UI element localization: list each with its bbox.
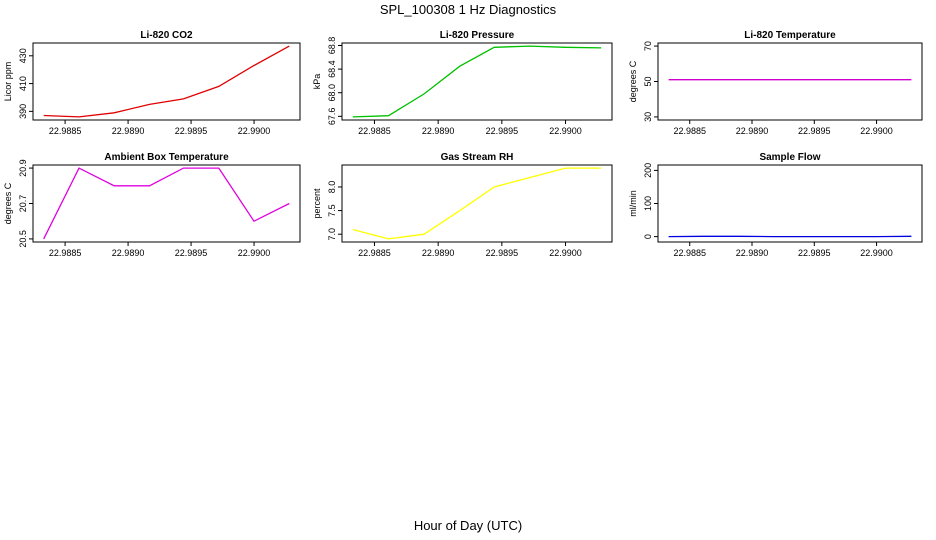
plot-title: Ambient Box Temperature [104, 152, 229, 163]
plot-title: Li-820 Temperature [744, 30, 836, 41]
y-tick-label: 20.5 [18, 230, 28, 248]
y-tick-label: 8.0 [327, 181, 337, 194]
y-tick-label: 50 [643, 76, 653, 86]
plot-title: Li-820 CO2 [140, 30, 193, 41]
y-tick-label: 67.6 [327, 108, 337, 126]
plot-title: Gas Stream RH [441, 152, 514, 163]
x-tick-label: 22.9895 [175, 248, 208, 258]
x-tick-label: 22.9895 [486, 126, 519, 136]
x-tick-label: 22.9895 [798, 248, 831, 258]
y-tick-label: 430 [18, 48, 28, 63]
x-tick-label: 22.9890 [422, 248, 455, 258]
y-tick-label: 390 [18, 104, 28, 119]
plot-frame [657, 164, 923, 243]
y-tick-label: 100 [643, 196, 653, 211]
y-tick-label: 30 [643, 112, 653, 122]
plot-panel-5: Gas Stream RH 22.9885 22.9890 22.9895 22.990… [312, 152, 613, 258]
plot-panel-1: Li-820 CO2 22.9885 22.9890 22.9895 22.9900 39… [3, 30, 301, 136]
plot-panel-4: Ambient Box Temperature 22.9885 22.9890 22.… [3, 152, 301, 258]
plot-frame [341, 42, 613, 121]
y-tick-label: 70 [643, 41, 653, 51]
y-tick-label: 200 [643, 163, 653, 178]
y-tick-label: 68.8 [327, 37, 337, 55]
x-tick-label: 22.9890 [736, 126, 769, 136]
x-tick-label: 22.9885 [358, 126, 391, 136]
x-tick-label: 22.9885 [49, 248, 82, 258]
x-tick-label: 22.9885 [49, 126, 82, 136]
plot-panel-3: Li-820 Temperature 22.9885 22.9890 22.9895 2… [628, 30, 923, 136]
x-tick-label: 22.9900 [860, 248, 893, 258]
y-axis-label: percent [312, 188, 322, 219]
plot-frame [657, 42, 923, 121]
x-axis-label: Hour of Day (UTC) [413, 518, 523, 533]
x-tick-label: 22.9890 [736, 248, 769, 258]
y-tick-label: 20.7 [18, 195, 28, 213]
x-tick-label: 22.9900 [238, 126, 271, 136]
y-axis-label: degrees C [628, 60, 638, 102]
plot-panel-2: Li-820 Pressure 22.9885 22.9890 22.9895 22.9… [312, 30, 613, 136]
series-line [43, 167, 290, 240]
plot-title: Sample Flow [759, 152, 820, 163]
y-tick-label: 410 [18, 76, 28, 91]
x-tick-label: 22.9890 [112, 248, 145, 258]
plot-panel-6: Sample Flow 22.9885 22.9890 22.9895 22.9900 0… [628, 152, 923, 258]
figure-title: SPL_100308 1 Hz Diagnostics [379, 2, 557, 17]
series-line [352, 167, 602, 240]
x-tick-label: 22.9895 [486, 248, 519, 258]
x-tick-label: 22.9885 [358, 248, 391, 258]
x-tick-label: 22.9895 [798, 126, 831, 136]
y-tick-label: 7.5 [327, 204, 337, 217]
x-tick-label: 22.9885 [673, 126, 706, 136]
plot-frame [341, 164, 613, 243]
plot-title: Li-820 Pressure [440, 30, 515, 41]
y-tick-label: 0 [643, 234, 653, 239]
x-tick-label: 22.9900 [549, 126, 582, 136]
x-tick-label: 22.9895 [175, 126, 208, 136]
x-tick-label: 22.9900 [549, 248, 582, 258]
x-tick-label: 22.9890 [112, 126, 145, 136]
y-tick-label: 68.4 [327, 60, 337, 78]
y-tick-label: 7.0 [327, 228, 337, 241]
y-axis-label: kPa [312, 74, 322, 90]
x-tick-label: 22.9900 [860, 126, 893, 136]
x-tick-label: 22.9890 [422, 126, 455, 136]
y-axis-label: ml/min [628, 190, 638, 217]
plot-frame [32, 42, 301, 121]
y-tick-label: 20.9 [18, 159, 28, 177]
y-axis-label: Licor ppm [3, 62, 13, 102]
y-tick-label: 68.0 [327, 84, 337, 102]
y-axis-label: degrees C [3, 182, 13, 224]
series-line [43, 45, 290, 118]
x-tick-label: 22.9900 [238, 248, 271, 258]
series-line [352, 45, 602, 118]
x-tick-label: 22.9885 [673, 248, 706, 258]
